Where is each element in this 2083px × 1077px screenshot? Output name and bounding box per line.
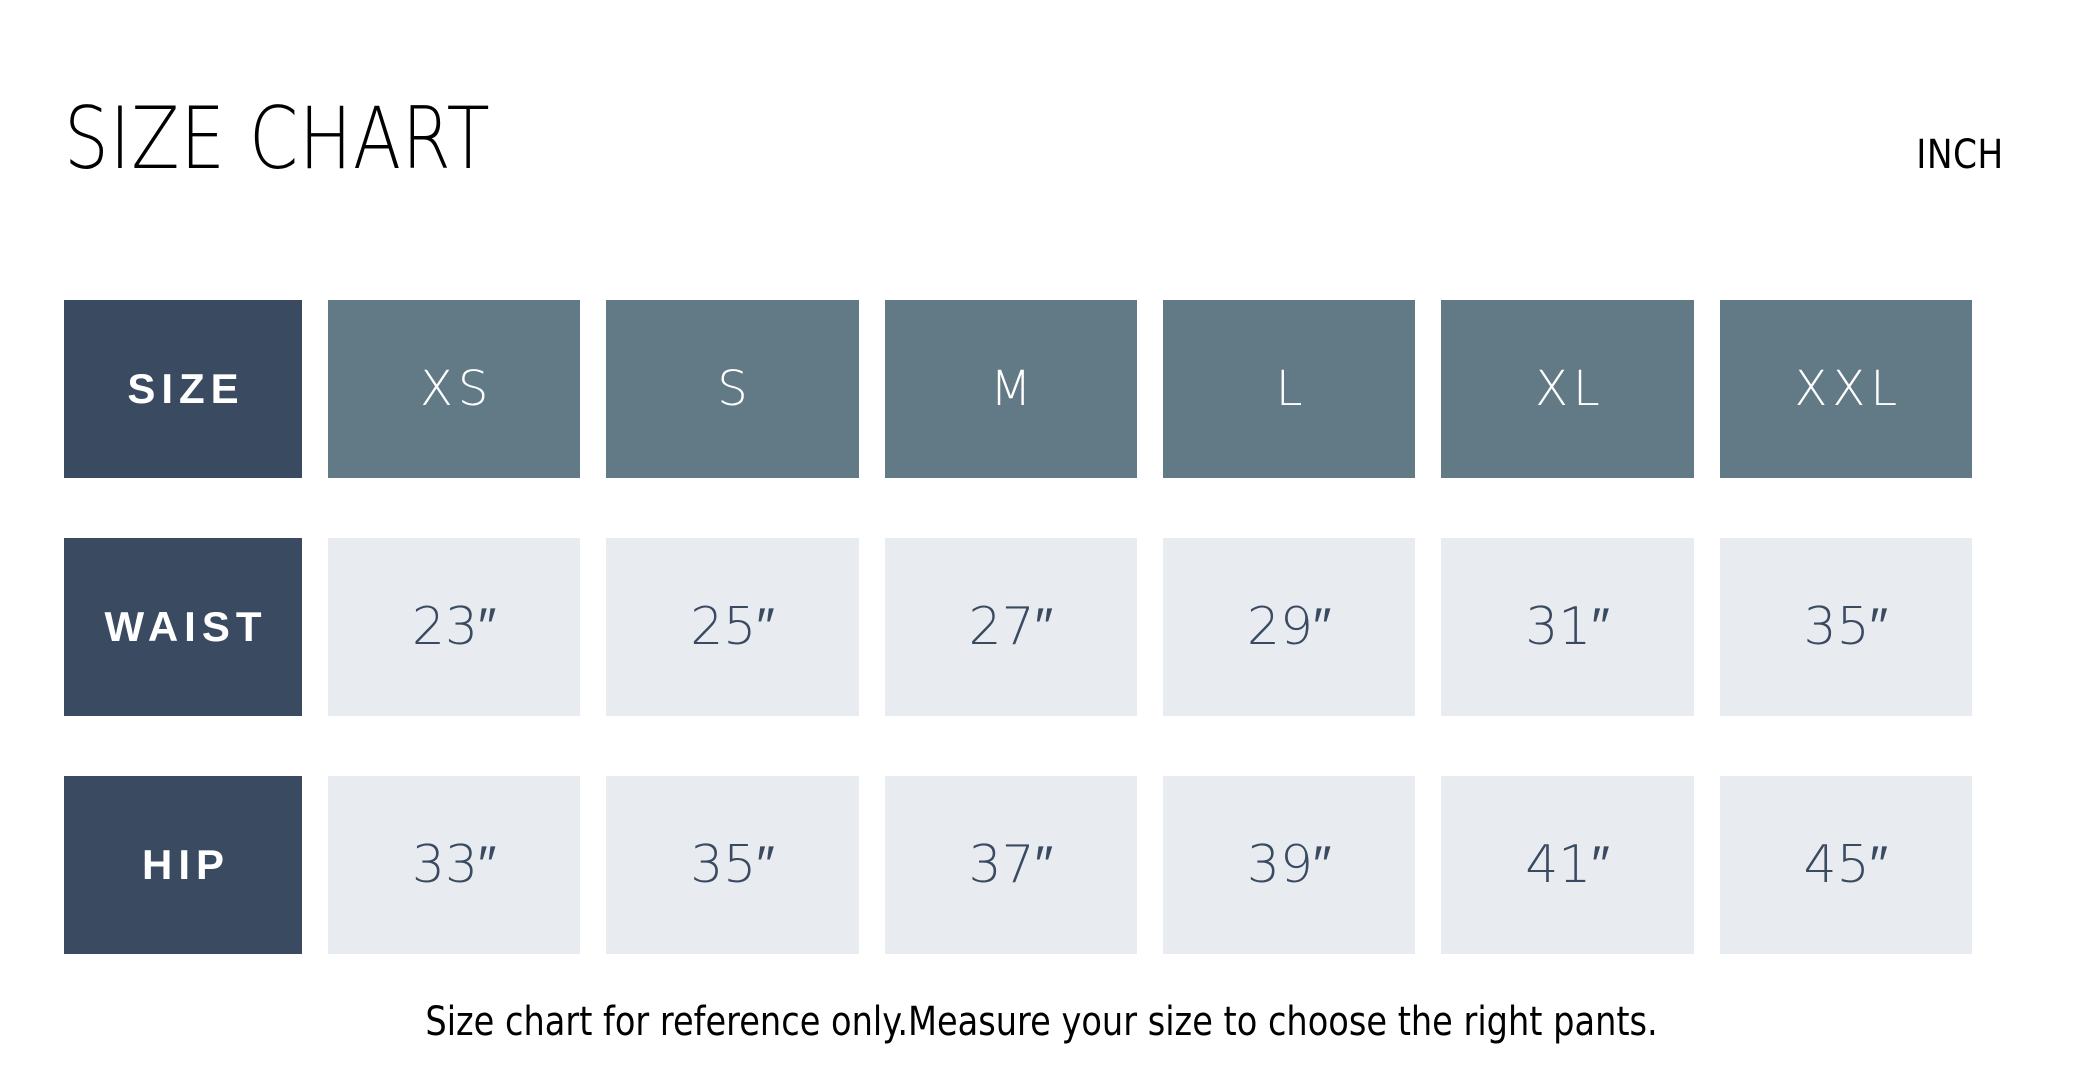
waist-value-m: 27″: [884, 538, 1137, 716]
column-header-s: S: [606, 300, 859, 478]
waist-value-xs: 23″: [328, 538, 581, 716]
unit-label: INCH: [1916, 132, 2004, 178]
column-header-m: M: [884, 300, 1137, 478]
hip-value-xs: 33″: [328, 776, 581, 954]
table-row-size-header: SIZE XS S M L XL XXL: [64, 300, 1972, 478]
row-label-waist: WAIST: [64, 538, 302, 716]
table-row-hip: HIP 33″ 35″ 37″ 39″ 41″ 45″: [64, 776, 1972, 954]
table-row-waist: WAIST 23″ 25″ 27″ 29″ 31″ 35″: [64, 538, 1972, 716]
waist-value-l: 29″: [1162, 538, 1416, 716]
waist-value-xl: 31″: [1441, 538, 1694, 716]
column-header-xxl: XXL: [1719, 300, 1972, 478]
column-header-xs: XS: [328, 300, 581, 478]
waist-value-s: 25″: [606, 538, 859, 716]
chart-header: SIZE CHART INCH: [64, 96, 2004, 206]
column-header-xl: XL: [1441, 300, 1694, 478]
row-label-hip: HIP: [64, 776, 302, 954]
hip-value-xl: 41″: [1441, 776, 1694, 954]
hip-value-xxl: 45″: [1719, 776, 1972, 954]
row-label-size: SIZE: [64, 300, 302, 478]
hip-value-s: 35″: [606, 776, 859, 954]
page-title: SIZE CHART: [64, 89, 491, 189]
column-header-l: L: [1162, 300, 1416, 478]
hip-value-l: 39″: [1162, 776, 1416, 954]
size-table: SIZE XS S M L XL XXL WAIST 23″ 25″ 27″ 2…: [64, 300, 1972, 954]
hip-value-m: 37″: [884, 776, 1137, 954]
footer-note: Size chart for reference only.Measure yo…: [425, 999, 1658, 1045]
footer: Size chart for reference only.Measure yo…: [0, 1000, 2083, 1044]
waist-value-xxl: 35″: [1719, 538, 1972, 716]
